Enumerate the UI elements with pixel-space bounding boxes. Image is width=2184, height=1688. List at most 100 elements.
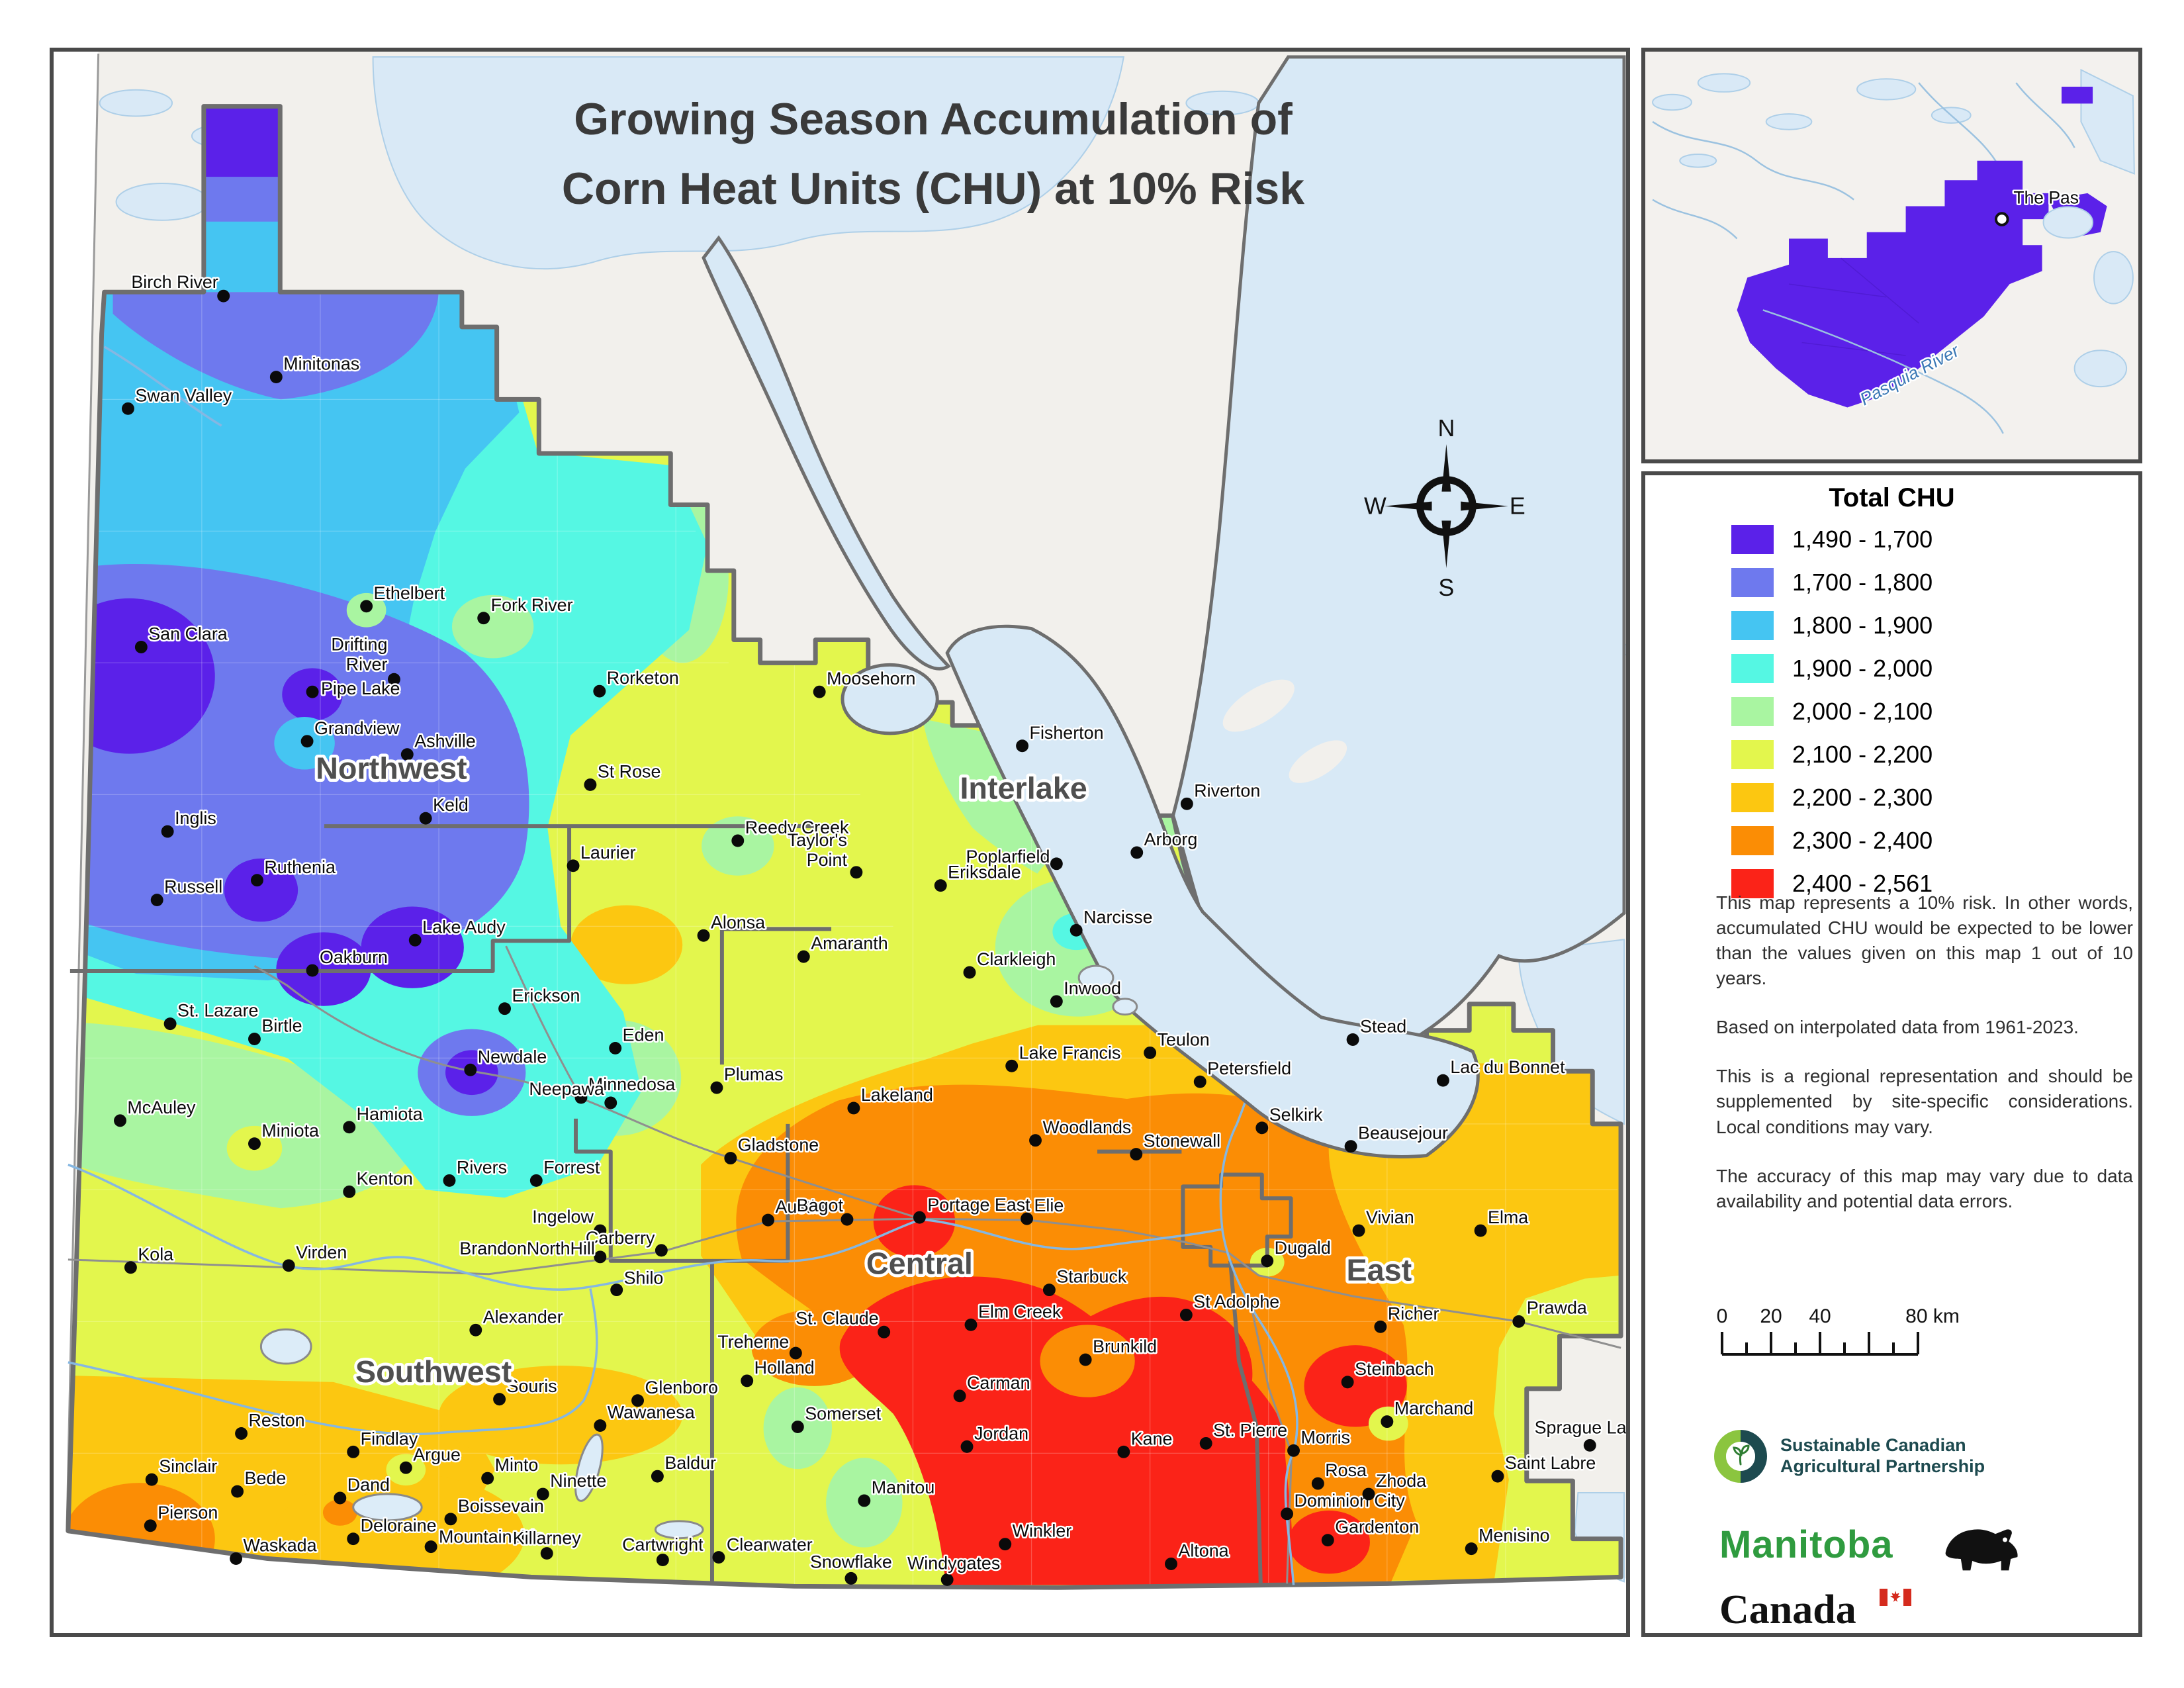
city-marker: Windygates <box>905 1552 1002 1586</box>
city-label: Treherne <box>717 1332 789 1352</box>
city-marker: Sprague Lake <box>1533 1416 1626 1452</box>
city-label: Ninette <box>550 1471 606 1491</box>
city-label: Findlay <box>361 1429 418 1448</box>
scap-line1: Sustainable Canadian <box>1780 1435 1966 1455</box>
city-marker: Hamiota <box>343 1102 424 1134</box>
city-marker: Birtle <box>248 1014 304 1045</box>
city-label: St. Lazare <box>177 1001 258 1021</box>
city-label: Arborg <box>1144 829 1198 849</box>
city-label: Amaranth <box>811 933 887 953</box>
city-label: Sinclair <box>159 1456 217 1476</box>
region-label-central: Central <box>866 1246 973 1281</box>
city-label: Souris <box>507 1376 557 1396</box>
city-label: Argue <box>413 1444 461 1464</box>
city-marker: Russell <box>150 875 224 907</box>
scap-icon <box>1714 1430 1767 1483</box>
legend-label: 2,200 - 2,300 <box>1792 783 1933 811</box>
scale-label: 40 <box>1809 1305 1831 1327</box>
city-marker: Rivers <box>443 1156 509 1187</box>
city-label: Gladstone <box>738 1135 819 1155</box>
city-label: Kane <box>1131 1429 1173 1448</box>
city-label: Austin <box>775 1197 825 1217</box>
compass-rose: N E S W <box>1364 415 1525 601</box>
city-label: Elma <box>1488 1207 1528 1227</box>
city-label: Eriksdale <box>948 863 1021 882</box>
city-label: Stead <box>1360 1017 1406 1037</box>
city-marker: Winkler <box>999 1519 1073 1551</box>
city-marker: Pierson <box>144 1501 220 1532</box>
city-marker: Drifting River <box>330 633 400 686</box>
legend-swatch <box>1731 653 1774 683</box>
city-marker: Shilo <box>610 1266 665 1297</box>
city-marker: Menisino <box>1465 1524 1551 1556</box>
city-label: Fisherton <box>1030 723 1104 743</box>
city-marker: Portage East <box>913 1194 1032 1224</box>
city-label: Richer <box>1388 1303 1439 1323</box>
city-marker: Prawda <box>1512 1296 1588 1328</box>
city-label: Woodlands <box>1042 1117 1131 1137</box>
city-label: St Rose <box>598 761 661 781</box>
city-label: Morris <box>1300 1427 1350 1447</box>
legend-swatch <box>1731 567 1774 597</box>
manitoba-wordmark: Manitoba <box>1719 1523 1893 1566</box>
city-marker: Elma <box>1474 1206 1530 1237</box>
city-marker: Inglis <box>161 807 218 838</box>
city-label: Baldur <box>664 1453 716 1473</box>
city-marker: Carman <box>953 1371 1032 1403</box>
legend-row: 2,200 - 2,300 <box>1731 776 1933 819</box>
city-marker: Neepawa <box>527 1078 617 1109</box>
city-marker: Steinbach <box>1341 1357 1435 1389</box>
legend-row: 2,100 - 2,200 <box>1731 733 1933 776</box>
city-marker: San Clara <box>134 622 229 653</box>
city-label: Pierson <box>158 1503 218 1523</box>
legend-row: 1,490 - 1,700 <box>1731 518 1933 561</box>
legend-label: 1,700 - 1,800 <box>1792 568 1933 596</box>
city-marker: Teulon <box>1144 1028 1211 1059</box>
city-label: Kenton <box>357 1168 413 1188</box>
city-label: St Adolphe <box>1193 1291 1279 1311</box>
city-label: Ruthenia <box>264 857 336 877</box>
city-marker: Amaranth <box>797 932 889 963</box>
legend-rows: 1,490 - 1,700 1,700 - 1,800 1,800 - 1,900 1… <box>1731 518 1933 905</box>
city-marker: Swan Valley <box>121 384 234 415</box>
note-paragraph: This is a regional representation and sh… <box>1716 1066 2133 1137</box>
city-marker: St Rose <box>584 760 662 791</box>
city-label: Manitou <box>872 1477 935 1497</box>
legend-swatch <box>1731 696 1774 726</box>
city-layer: Birch River Swan Valley Minitonas Ethelbert… <box>114 271 1626 1586</box>
legend-swatch <box>1731 739 1774 769</box>
city-label: Waskada <box>244 1536 317 1556</box>
canada-flag-icon <box>1880 1589 1911 1606</box>
city-marker: Lake Francis <box>1005 1041 1122 1072</box>
city-label: Pipe Lake <box>321 679 400 698</box>
compass-n: N <box>1437 415 1455 442</box>
city-label: Snowflake <box>810 1552 892 1571</box>
city-marker: Taylor's Point <box>786 828 863 879</box>
legend-row: 2,000 - 2,100 <box>1731 690 1933 733</box>
city-marker: Stead <box>1346 1015 1408 1046</box>
legend-row: 1,700 - 1,800 <box>1731 561 1933 604</box>
city-label: Rivers <box>457 1157 507 1177</box>
city-label: San Clara <box>148 624 227 644</box>
city-label: Laurier <box>580 843 636 863</box>
legend-swatch <box>1731 610 1774 640</box>
city-label: Neepawa <box>529 1079 604 1099</box>
city-marker: Glenboro <box>631 1376 719 1407</box>
city-marker: Manitou <box>858 1476 936 1507</box>
city-label: Lake Francis <box>1019 1043 1121 1062</box>
legend-swatch <box>1731 524 1774 554</box>
city-marker: Kola <box>124 1243 175 1274</box>
main-map: N E S W Birch River Swan Valley Minitonas Ethe… <box>54 52 1626 1633</box>
note-paragraph: The accuracy of this map may vary due to… <box>1716 1165 2133 1211</box>
city-label: Cartwright <box>622 1535 704 1555</box>
city-marker: Fisherton <box>1016 721 1105 753</box>
city-marker: Altona <box>1165 1539 1230 1570</box>
city-marker: Virden <box>282 1241 349 1272</box>
legend-row: 2,300 - 2,400 <box>1731 819 1933 862</box>
city-marker: Mountainside <box>424 1525 546 1554</box>
city-marker: Grandview <box>300 716 401 748</box>
city-label: Lac du Bonnet <box>1450 1057 1565 1077</box>
city-marker: Saint Labre <box>1491 1452 1598 1483</box>
city-label: McAuley <box>127 1098 196 1117</box>
